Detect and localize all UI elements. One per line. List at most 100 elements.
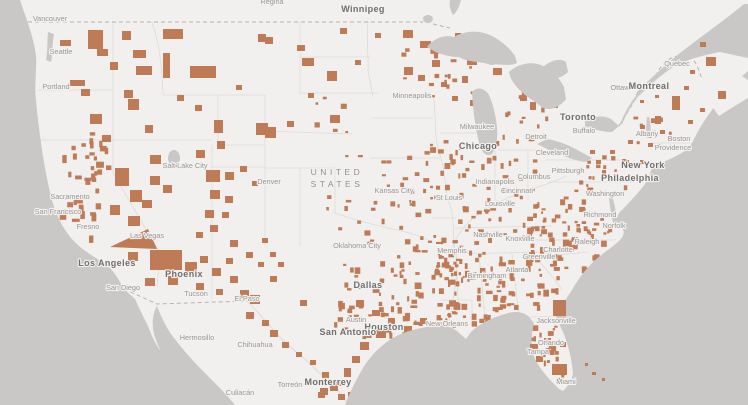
highlight-region[interactable] (91, 173, 96, 179)
highlight-region[interactable] (410, 305, 418, 308)
highlight-region[interactable] (516, 139, 519, 144)
highlight-region[interactable] (402, 177, 409, 181)
highlight-region[interactable] (436, 262, 440, 268)
highlight-region[interactable] (287, 121, 294, 127)
highlight-region[interactable] (577, 168, 581, 172)
highlight-region[interactable] (200, 256, 208, 263)
highlight-region[interactable] (338, 394, 345, 400)
highlight-region[interactable] (602, 170, 606, 174)
highlight-region[interactable] (549, 237, 555, 242)
highlight-region[interactable] (530, 292, 534, 298)
highlight-region[interactable] (560, 199, 566, 206)
highlight-region[interactable] (327, 71, 337, 81)
highlight-region[interactable] (95, 203, 102, 210)
highlight-region[interactable] (601, 240, 607, 247)
highlight-region[interactable] (592, 255, 596, 261)
highlight-region[interactable] (648, 143, 653, 147)
highlight-region[interactable] (449, 154, 453, 160)
highlight-region[interactable] (684, 86, 689, 90)
highlight-region[interactable] (571, 237, 576, 240)
highlight-region[interactable] (370, 207, 376, 211)
highlight-region[interactable] (94, 171, 98, 176)
highlight-region[interactable] (452, 78, 458, 83)
highlight-region[interactable] (586, 183, 589, 188)
highlight-region[interactable] (414, 172, 420, 176)
highlight-region[interactable] (543, 360, 546, 367)
highlight-region[interactable] (367, 241, 373, 245)
highlight-region[interactable] (404, 326, 412, 333)
highlight-region[interactable] (498, 262, 504, 266)
highlight-region[interactable] (490, 208, 497, 211)
highlight-region[interactable] (420, 41, 431, 48)
highlight-region[interactable] (485, 283, 489, 286)
highlight-region[interactable] (443, 140, 449, 144)
highlight-region[interactable] (586, 229, 590, 234)
highlight-region[interactable] (594, 254, 600, 261)
highlight-region[interactable] (379, 292, 381, 296)
highlight-region[interactable] (380, 312, 385, 318)
highlight-region[interactable] (133, 50, 146, 58)
highlight-region[interactable] (562, 232, 568, 237)
highlight-region[interactable] (142, 200, 152, 208)
highlight-region[interactable] (81, 143, 86, 147)
highlight-region[interactable] (478, 253, 482, 258)
highlight-region[interactable] (560, 342, 566, 347)
highlight-region[interactable] (436, 265, 441, 268)
highlight-region[interactable] (357, 155, 363, 158)
highlight-region[interactable] (337, 317, 343, 322)
highlight-region[interactable] (356, 300, 364, 307)
highlight-region[interactable] (622, 159, 627, 162)
highlight-region[interactable] (469, 276, 474, 280)
highlight-region[interactable] (570, 245, 574, 252)
highlight-region[interactable] (536, 356, 543, 362)
highlight-region[interactable] (519, 120, 524, 124)
highlight-region[interactable] (381, 218, 385, 225)
highlight-region[interactable] (430, 49, 436, 54)
highlight-region[interactable] (359, 319, 366, 323)
highlight-region[interactable] (163, 53, 170, 78)
highlight-region[interactable] (700, 108, 705, 112)
highlight-region[interactable] (566, 240, 572, 247)
highlight-region[interactable] (252, 181, 258, 186)
highlight-region[interactable] (450, 159, 456, 164)
highlight-region[interactable] (384, 327, 391, 332)
highlight-region[interactable] (436, 241, 442, 244)
highlight-region[interactable] (455, 150, 458, 156)
highlight-region[interactable] (499, 273, 502, 280)
highlight-region[interactable] (434, 270, 441, 276)
highlight-region[interactable] (344, 206, 348, 211)
highlight-region[interactable] (437, 149, 444, 154)
highlight-region[interactable] (472, 183, 477, 187)
highlight-region[interactable] (587, 160, 591, 164)
highlight-region[interactable] (110, 62, 118, 70)
highlight-region[interactable] (576, 224, 581, 227)
highlight-region[interactable] (522, 235, 529, 238)
highlight-region[interactable] (399, 274, 404, 278)
highlight-region[interactable] (552, 364, 567, 375)
highlight-region[interactable] (340, 28, 347, 34)
highlight-region[interactable] (623, 185, 628, 191)
highlight-region[interactable] (258, 34, 266, 42)
highlight-region[interactable] (621, 161, 625, 164)
highlight-region[interactable] (554, 214, 561, 219)
highlight-region[interactable] (222, 212, 229, 218)
highlight-region[interactable] (378, 301, 383, 307)
highlight-region[interactable] (462, 76, 468, 83)
highlight-region[interactable] (490, 266, 493, 272)
highlight-region[interactable] (521, 93, 525, 96)
highlight-region[interactable] (106, 165, 112, 171)
highlight-region[interactable] (498, 280, 502, 285)
highlight-region[interactable] (519, 195, 523, 200)
highlight-region[interactable] (71, 145, 76, 151)
highlight-region[interactable] (97, 169, 103, 175)
highlight-region[interactable] (459, 147, 462, 150)
highlight-region[interactable] (214, 120, 223, 133)
highlight-region[interactable] (488, 218, 492, 222)
highlight-region[interactable] (362, 333, 367, 340)
highlight-region[interactable] (177, 95, 184, 101)
highlight-region[interactable] (308, 93, 314, 98)
highlight-region[interactable] (330, 384, 338, 391)
highlight-region[interactable] (462, 206, 466, 211)
highlight-region[interactable] (465, 229, 469, 232)
highlight-region[interactable] (513, 229, 518, 233)
